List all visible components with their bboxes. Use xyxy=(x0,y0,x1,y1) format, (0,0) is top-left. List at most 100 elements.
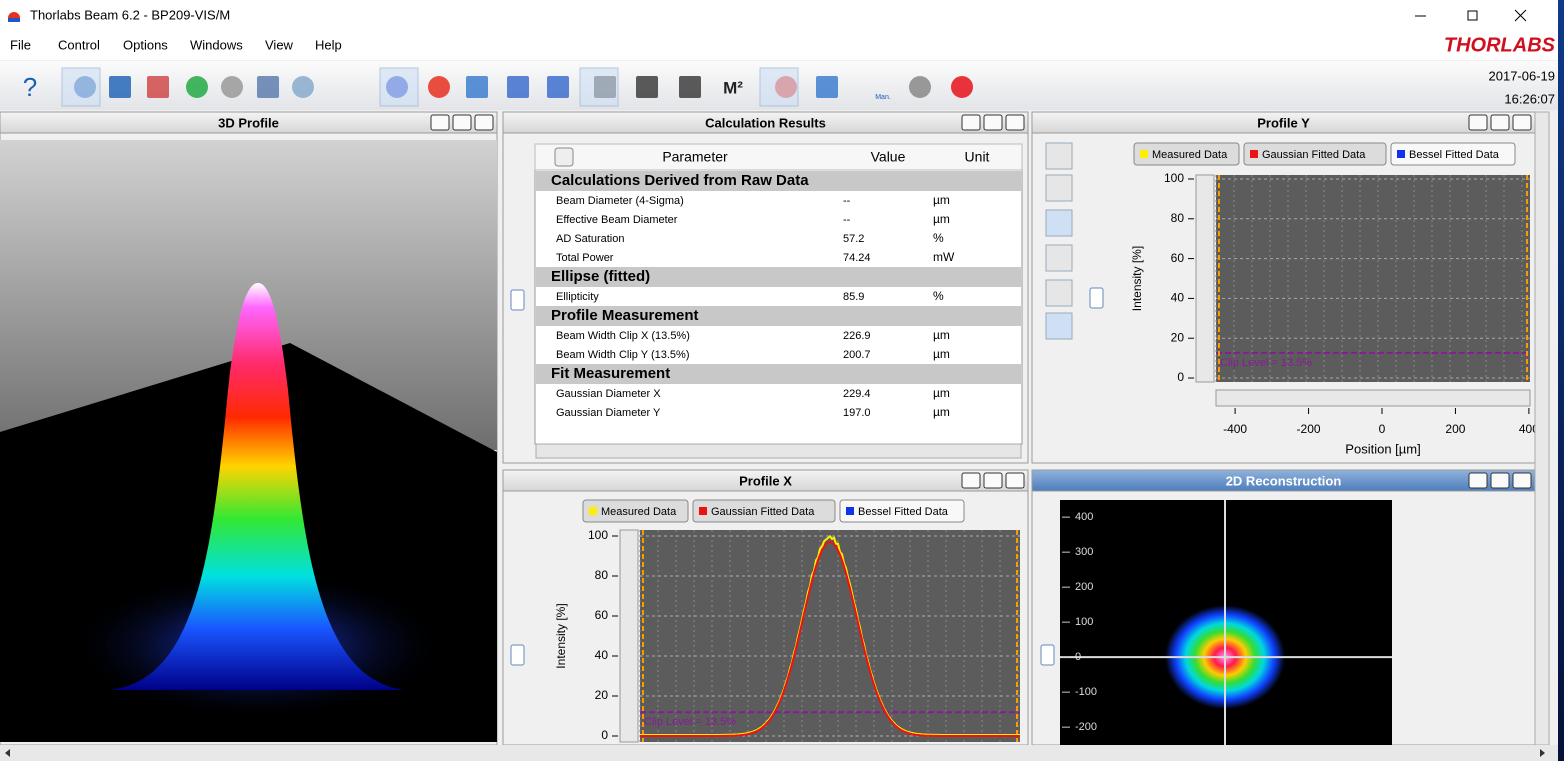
parameter: Beam Width Clip X (13.5%) xyxy=(556,330,690,342)
close-button[interactable] xyxy=(1514,9,1527,22)
manual-label: Man. xyxy=(875,94,891,101)
unit: µm xyxy=(933,212,950,226)
legend-button[interactable] xyxy=(839,499,965,523)
table-header xyxy=(534,143,1023,171)
y-tick-label: 60 xyxy=(595,608,609,622)
panel-button[interactable] xyxy=(1512,472,1532,489)
beam-peak xyxy=(110,283,405,690)
unit: % xyxy=(933,289,944,303)
toolbar-button[interactable] xyxy=(186,76,208,98)
side-expander[interactable] xyxy=(1089,287,1104,309)
toolbar-button[interactable] xyxy=(221,76,243,98)
m2-button[interactable]: M² xyxy=(723,78,743,97)
unit: µm xyxy=(933,386,950,400)
side-tool[interactable] xyxy=(1045,209,1073,237)
side-tool[interactable] xyxy=(1045,174,1073,202)
section-title: Profile Measurement xyxy=(551,307,699,324)
panel-button[interactable] xyxy=(430,114,450,131)
y-tick-label: 20 xyxy=(1171,330,1185,344)
toolbar-button[interactable] xyxy=(547,76,569,98)
y-tick-label: 100 xyxy=(1164,171,1184,185)
horizontal-scrollbar[interactable] xyxy=(0,745,1558,761)
toolbar-button[interactable] xyxy=(679,76,701,98)
legend-label: Gaussian Fitted Data xyxy=(1262,149,1366,161)
toolbar-button[interactable] xyxy=(507,76,529,98)
value: 85.9 xyxy=(843,291,864,303)
section-row xyxy=(536,267,1021,287)
table-hscroll[interactable] xyxy=(535,443,1022,459)
y-tick-label: 60 xyxy=(1171,251,1185,265)
help-button[interactable]: ? xyxy=(23,72,37,102)
x-axis-label: Position [µm] xyxy=(1345,441,1420,456)
legend-label: Gaussian Fitted Data xyxy=(711,506,815,518)
menu-item[interactable]: Help xyxy=(315,37,342,52)
toolbar-button[interactable] xyxy=(109,76,131,98)
panel-button[interactable] xyxy=(1490,472,1510,489)
side-tool[interactable] xyxy=(1045,279,1073,307)
y-tick-label: 80 xyxy=(595,568,609,582)
menu-item[interactable]: Options xyxy=(123,37,168,52)
y-axis-label: Intensity [%] xyxy=(554,603,568,668)
toolbar-button[interactable] xyxy=(951,76,973,98)
panel-title: Calculation Results xyxy=(705,115,826,130)
panel-button[interactable] xyxy=(1490,114,1510,131)
restore-button[interactable] xyxy=(1467,10,1478,21)
panel-button[interactable] xyxy=(961,472,981,489)
title-bar xyxy=(0,0,1558,30)
side-tool[interactable] xyxy=(1045,312,1073,340)
date: 2017-06-19 xyxy=(1489,68,1556,83)
menu-item[interactable]: Control xyxy=(58,37,100,52)
panel-button[interactable] xyxy=(983,472,1003,489)
v-slider[interactable] xyxy=(619,529,639,743)
toolbar-group xyxy=(61,67,101,107)
panel-header xyxy=(0,111,498,134)
toolbar-button[interactable] xyxy=(428,76,450,98)
legend-label: Bessel Fitted Data xyxy=(1409,149,1500,161)
legend-button[interactable] xyxy=(1390,142,1516,166)
value: 200.7 xyxy=(843,349,871,361)
unit: mW xyxy=(933,250,955,264)
toolbar-button[interactable] xyxy=(147,76,169,98)
right-scrollbar[interactable] xyxy=(1534,111,1550,746)
column-header: Parameter xyxy=(662,149,728,165)
legend-label: Measured Data xyxy=(601,506,677,518)
toolbar-button[interactable] xyxy=(636,76,658,98)
v-slider[interactable] xyxy=(1195,174,1215,383)
scroll-right[interactable] xyxy=(1540,749,1545,757)
panel-button[interactable] xyxy=(1468,472,1488,489)
legend-button[interactable] xyxy=(1133,142,1240,166)
unit: µm xyxy=(933,193,950,207)
menu-item[interactable]: View xyxy=(265,37,294,52)
side-expander[interactable] xyxy=(510,289,525,311)
panel-button[interactable] xyxy=(961,114,981,131)
side-tool[interactable] xyxy=(1045,142,1073,170)
section-row xyxy=(536,171,1021,191)
toolbar-button[interactable] xyxy=(909,76,931,98)
panel-button[interactable] xyxy=(474,114,494,131)
menu-item[interactable]: Windows xyxy=(190,37,243,52)
y-tick-label: 300 xyxy=(1075,546,1093,558)
value: -- xyxy=(843,195,851,207)
panel-button[interactable] xyxy=(983,114,1003,131)
panel-button[interactable] xyxy=(1512,114,1532,131)
toolbar-button[interactable] xyxy=(292,76,314,98)
panel-button[interactable] xyxy=(452,114,472,131)
section-row xyxy=(536,306,1021,326)
legend-button[interactable] xyxy=(692,499,836,523)
section-row xyxy=(536,364,1021,384)
toolbar-button[interactable] xyxy=(816,76,838,98)
panel-button[interactable] xyxy=(1005,472,1025,489)
panel-button[interactable] xyxy=(1005,114,1025,131)
legend-button[interactable] xyxy=(582,499,689,523)
menu-item[interactable]: File xyxy=(10,37,31,52)
side-expander[interactable] xyxy=(1040,644,1055,666)
legend-button[interactable] xyxy=(1243,142,1387,166)
panel-button[interactable] xyxy=(1468,114,1488,131)
h-slider[interactable] xyxy=(1215,389,1531,407)
toolbar-button[interactable] xyxy=(466,76,488,98)
side-expander[interactable] xyxy=(510,644,525,666)
side-tool[interactable] xyxy=(1045,244,1073,272)
scroll-left[interactable] xyxy=(5,749,10,757)
panel-title: 2D Reconstruction xyxy=(1226,473,1342,488)
toolbar-button[interactable] xyxy=(257,76,279,98)
